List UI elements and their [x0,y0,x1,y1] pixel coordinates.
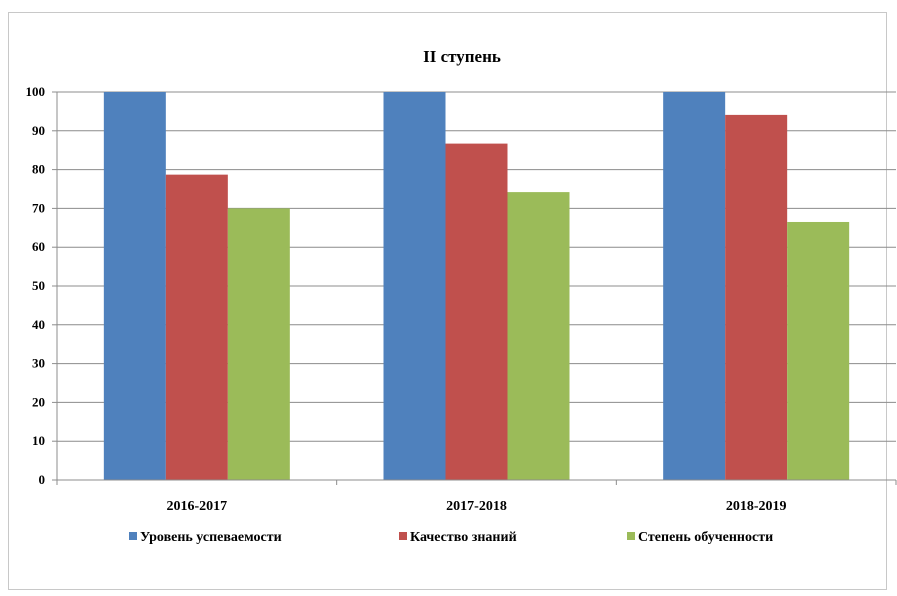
y-tick-label: 80 [32,162,45,177]
y-tick-label: 30 [32,356,45,371]
legend-label: Уровень успеваемости [140,530,282,545]
bars [103,92,850,481]
y-tick-label: 20 [32,394,45,409]
y-tick-label: 70 [32,200,45,215]
legend-swatch [129,532,137,540]
bar [725,114,788,480]
bar [383,92,446,480]
x-axis-ticks: 2016-2017 2017-2018 2018-2019 [56,480,897,514]
bar [507,192,570,480]
x-tick-label: 2018-2019 [726,499,787,514]
y-tick-label: 10 [32,433,45,448]
y-tick-label: 0 [39,472,46,487]
bar [663,92,726,480]
legend-swatch [399,532,407,540]
bar [227,208,290,480]
bar [103,92,166,480]
x-tick-label: 2017-2018 [446,499,507,514]
legend-swatch [627,532,635,540]
y-tick-label: 100 [26,84,46,99]
legend-label: Качество знаний [410,530,517,545]
legend-label: Степень обученности [638,530,773,545]
legend: Уровень успеваемости Качество знаний Степе… [129,530,773,545]
y-tick-label: 50 [32,278,45,293]
bar [787,221,850,481]
chart-title: II ступень [423,47,501,66]
y-tick-label: 60 [32,239,45,254]
y-tick-label: 90 [32,123,45,138]
y-axis-ticks: 0 10 20 30 40 50 60 70 80 90 100 [26,84,57,487]
bar [165,174,228,481]
y-tick-label: 40 [32,317,45,332]
bar [445,143,508,480]
x-tick-label: 2016-2017 [166,499,227,514]
